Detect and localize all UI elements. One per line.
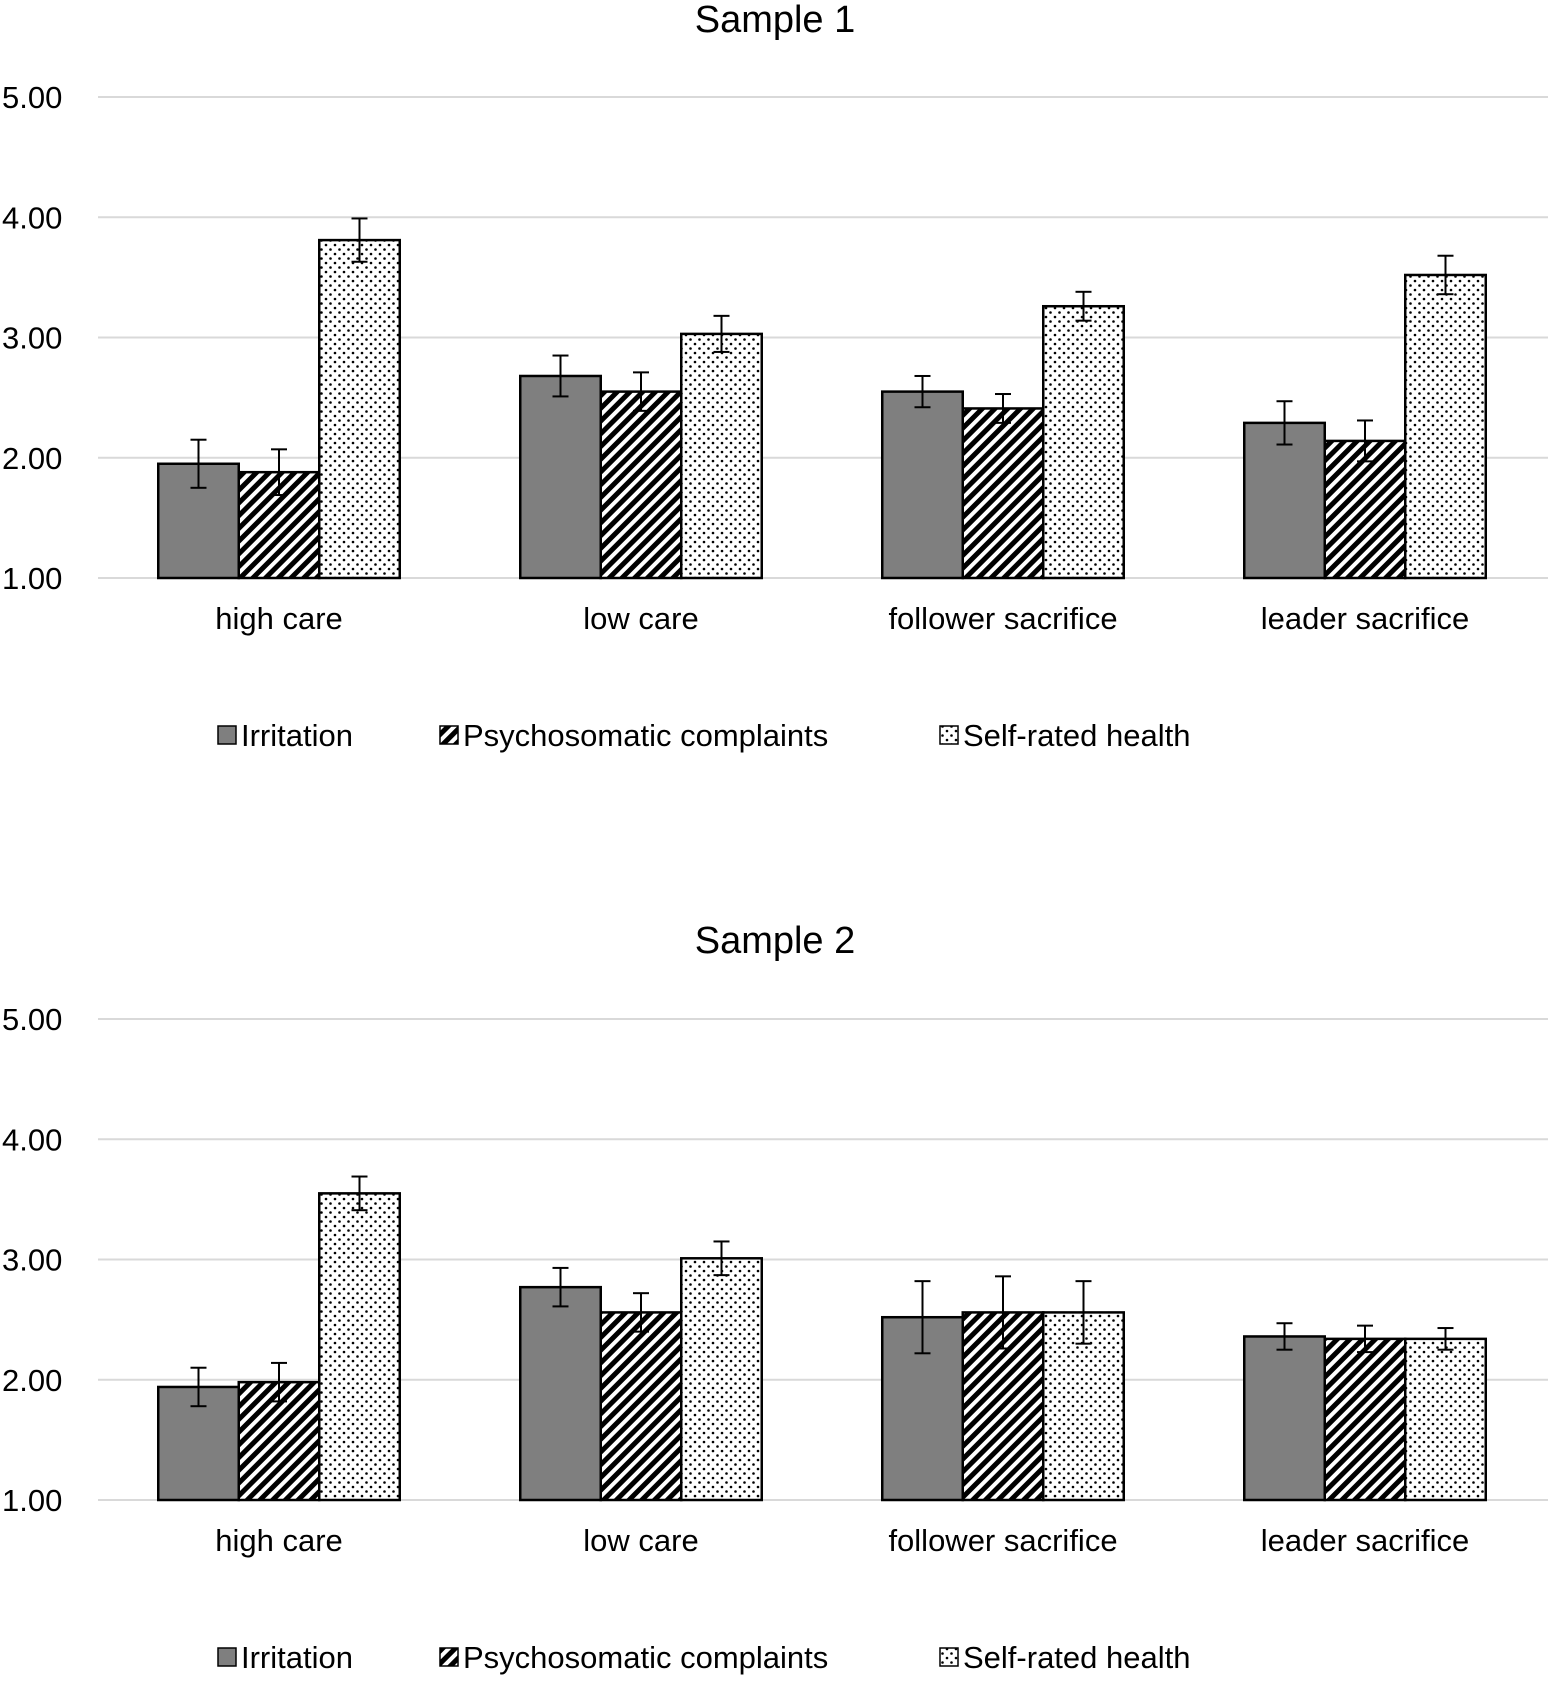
chart-title: Sample 2	[695, 920, 856, 962]
error-bar	[552, 354, 569, 398]
legend-item-self-rated-health: Self-rated health	[939, 718, 1190, 753]
x-category-label: follower sacrifice	[888, 1523, 1117, 1558]
bar-irritation-leader-sacrifice	[1243, 421, 1326, 580]
legend-swatch	[939, 725, 959, 745]
legend-label: Psychosomatic complaints	[463, 1640, 828, 1675]
legend-swatch	[439, 725, 459, 745]
error-bar	[1437, 254, 1454, 296]
legend-label: Irritation	[241, 1640, 353, 1675]
bar-self-rated-health-low-care	[680, 1257, 763, 1502]
error-bar	[1437, 1327, 1454, 1351]
legend-swatch	[217, 725, 237, 745]
bar-irritation-low-care	[519, 1285, 602, 1502]
error-bar	[190, 1366, 207, 1408]
legend-label: Irritation	[241, 718, 353, 753]
bar-psychosomatic-complaints-leader-sacrifice	[1323, 1337, 1407, 1502]
y-tick-label: 2.00	[2, 1363, 62, 1398]
legend-item-psychosomatic-complaints: Psychosomatic complaints	[439, 718, 828, 753]
error-bar	[1075, 1280, 1092, 1345]
y-tick-label: 2.00	[2, 441, 62, 476]
chart-sample-1: Sample 1 1.00 2.00 3.00 4.00 5.00 high care lo…	[2, 0, 1548, 753]
chart-sample-2: Sample 2 1.00 2.00 3.00 4.00 5.00 high care lo…	[2, 920, 1548, 1675]
legend-item-self-rated-health: Self-rated health	[939, 1640, 1190, 1675]
bar-psychosomatic-complaints-low-care	[599, 1311, 683, 1502]
error-bar	[271, 448, 287, 497]
chart-title: Sample 1	[695, 0, 856, 41]
bar-psychosomatic-complaints-low-care	[599, 390, 683, 580]
bar-irritation-follower-sacrifice	[881, 390, 964, 580]
error-bar	[1357, 1324, 1373, 1354]
error-bar	[914, 1280, 931, 1355]
x-category-label: low care	[583, 601, 698, 636]
x-category-label: leader sacrifice	[1261, 1523, 1469, 1558]
y-tick-label: 3.00	[2, 321, 62, 356]
error-bar	[1075, 290, 1092, 322]
bar-psychosomatic-complaints-follower-sacrifice	[961, 407, 1045, 580]
bar-self-rated-health-high-care	[318, 1192, 401, 1502]
legend-label: Self-rated health	[963, 1640, 1190, 1675]
y-tick-label: 5.00	[2, 80, 62, 115]
bar-self-rated-health-high-care	[318, 238, 401, 580]
error-bar	[713, 1240, 730, 1277]
bar-self-rated-health-leader-sacrifice	[1404, 273, 1487, 580]
x-category-label: follower sacrifice	[888, 601, 1117, 636]
legend-item-psychosomatic-complaints: Psychosomatic complaints	[439, 1640, 828, 1675]
error-bar	[552, 1266, 569, 1308]
bar-self-rated-health-follower-sacrifice	[1042, 304, 1125, 580]
bar-irritation-leader-sacrifice	[1243, 1335, 1326, 1502]
error-bar	[995, 393, 1011, 424]
bar-psychosomatic-complaints-leader-sacrifice	[1323, 439, 1407, 580]
x-category-label: high care	[215, 601, 343, 636]
error-bar	[914, 374, 931, 409]
bar-self-rated-health-low-care	[680, 332, 763, 580]
error-bar	[351, 1175, 368, 1212]
y-tick-label: 1.00	[2, 1483, 62, 1518]
y-tick-label: 3.00	[2, 1243, 62, 1278]
bar-irritation-low-care	[519, 374, 602, 580]
legend-item-irritation: Irritation	[217, 1640, 353, 1675]
y-tick-label: 5.00	[2, 1002, 62, 1037]
error-bar	[351, 217, 368, 263]
legend-swatch	[939, 1647, 959, 1667]
legend-swatch	[217, 1647, 237, 1667]
legend-label: Self-rated health	[963, 718, 1190, 753]
error-bar	[1276, 400, 1293, 446]
x-category-label: high care	[215, 1523, 343, 1558]
error-bar	[1357, 419, 1373, 463]
error-bar	[190, 438, 207, 489]
y-tick-label: 4.00	[2, 1122, 62, 1157]
y-tick-label: 1.00	[2, 561, 62, 596]
x-category-label: leader sacrifice	[1261, 601, 1469, 636]
x-category-label: low care	[583, 1523, 698, 1558]
legend-swatch	[439, 1647, 459, 1667]
legend-item-irritation: Irritation	[217, 718, 353, 753]
error-bar	[271, 1361, 287, 1403]
error-bar	[713, 314, 730, 353]
error-bar	[1276, 1322, 1293, 1351]
y-tick-label: 4.00	[2, 200, 62, 235]
error-bar	[995, 1275, 1011, 1350]
legend-label: Psychosomatic complaints	[463, 718, 828, 753]
bar-self-rated-health-leader-sacrifice	[1404, 1337, 1487, 1502]
error-bar	[633, 1292, 649, 1333]
error-bar	[633, 371, 649, 412]
